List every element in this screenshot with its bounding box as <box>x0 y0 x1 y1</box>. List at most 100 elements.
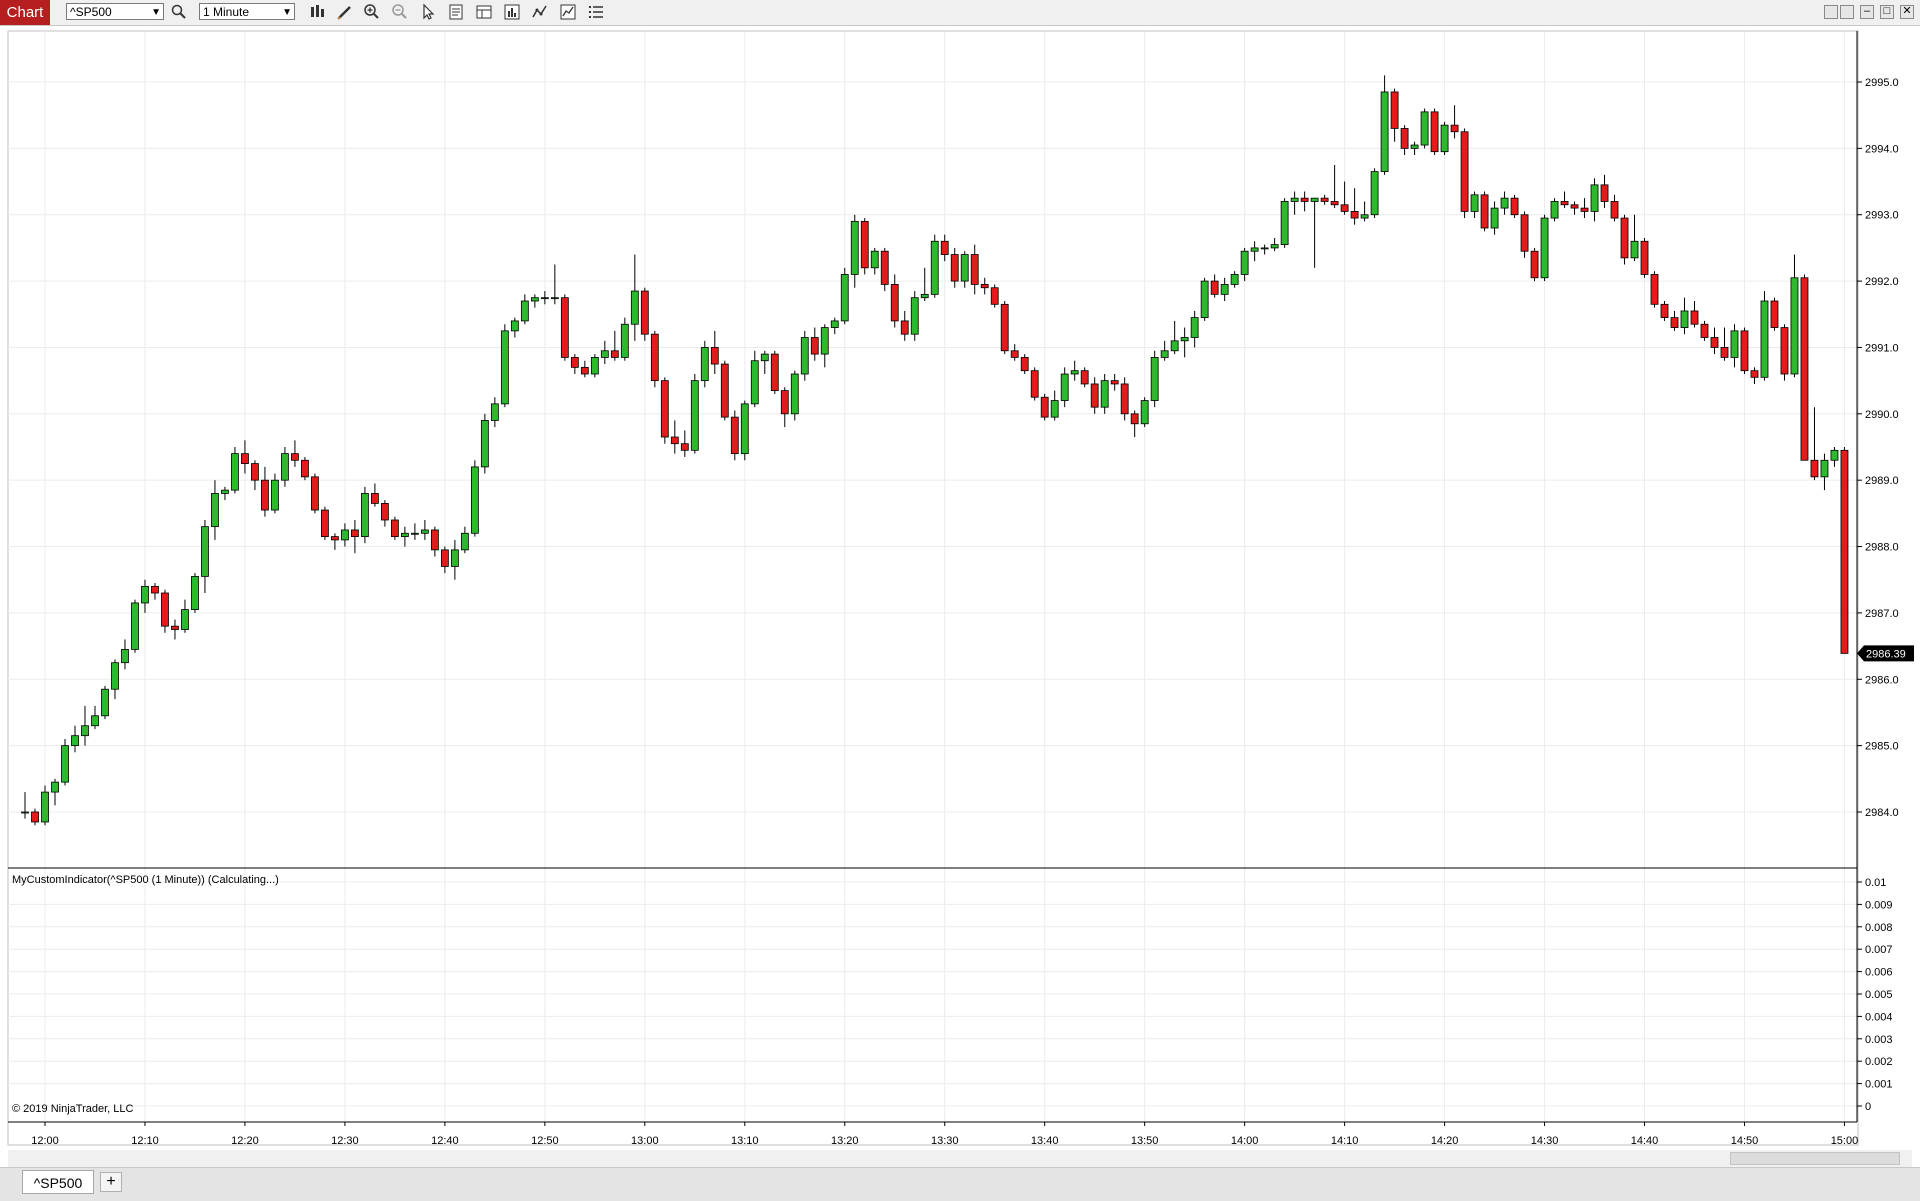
candle <box>830 317 839 335</box>
scroll-thumb[interactable] <box>1730 1152 1900 1165</box>
candle <box>1280 198 1289 248</box>
candle <box>1750 367 1759 384</box>
chart-window-tab[interactable]: Chart <box>0 0 50 25</box>
candle-body-up <box>1760 300 1769 378</box>
candle <box>500 324 509 408</box>
candle-body-up <box>1240 250 1249 275</box>
candle-body-down <box>1840 449 1849 654</box>
candle <box>930 234 939 298</box>
templates-icon[interactable] <box>502 2 522 22</box>
indicator-tick-label: 0.006 <box>1865 967 1893 979</box>
indicators-icon[interactable] <box>558 2 578 22</box>
time-tick-label: 12:30 <box>331 1135 359 1147</box>
candle <box>1020 354 1029 375</box>
candle <box>1160 340 1169 361</box>
strategies-icon[interactable] <box>530 2 550 22</box>
candle <box>910 291 919 341</box>
candle-body-up <box>420 529 429 534</box>
candle <box>1100 374 1109 414</box>
pointer-icon[interactable] <box>418 2 438 22</box>
restore-icon[interactable] <box>1824 5 1838 19</box>
list-icon[interactable] <box>586 2 606 22</box>
pencil-icon[interactable] <box>335 2 355 22</box>
candle <box>1350 188 1359 225</box>
candle <box>900 310 909 341</box>
candle <box>281 447 289 487</box>
candle <box>1500 191 1509 215</box>
candle <box>1680 297 1689 335</box>
instrument-selector[interactable]: ^SP500 ▼ <box>66 3 164 20</box>
price-axis[interactable]: 2984.0 2985.0 2986.0 2987.0 2988.0 2989.0 2990… <box>1857 77 1899 819</box>
candle-body-up <box>1380 91 1389 172</box>
candle-body-up <box>630 290 639 325</box>
candle <box>690 374 699 454</box>
indicator-axis[interactable]: 0.01 0.009 0.008 0.007 0.006 0.005 0.004 0.003 0… <box>1857 877 1893 1113</box>
chart-canvas[interactable]: 2984.0 2985.0 2986.0 2987.0 2988.0 2989.0 2990… <box>0 26 1920 1150</box>
maximize-icon[interactable]: □ <box>1880 5 1894 19</box>
close-icon[interactable]: ✕ <box>1900 5 1914 19</box>
candle-body-up <box>760 353 769 362</box>
candle <box>1340 181 1349 215</box>
candle-body-up <box>1540 217 1549 279</box>
tab-sp500[interactable]: ^SP500 <box>22 1170 94 1194</box>
candle <box>1520 211 1529 258</box>
properties-icon[interactable] <box>474 2 494 22</box>
candle-body-up <box>790 373 799 415</box>
horizontal-scrollbar[interactable] <box>8 1150 1912 1167</box>
candle-body-down <box>570 357 579 368</box>
candle-body-down <box>680 443 689 451</box>
candle <box>1780 324 1789 381</box>
candle <box>371 483 379 507</box>
price-tick-label: 2989.0 <box>1865 475 1899 487</box>
candle-body-up <box>131 602 139 650</box>
candle-body-down <box>880 250 889 285</box>
tile-icon[interactable] <box>1840 5 1854 19</box>
indicator-tick-label: 0.002 <box>1865 1056 1893 1068</box>
candle <box>201 520 209 594</box>
zoom-in-icon[interactable] <box>362 2 382 22</box>
candle-body-up <box>1830 449 1839 461</box>
candle-body-up <box>51 781 59 793</box>
candle-body-up <box>1370 171 1379 216</box>
candle <box>1440 121 1449 156</box>
candle-body-up <box>231 453 239 491</box>
bar-type-icon[interactable] <box>307 2 327 22</box>
candle <box>1010 344 1019 361</box>
candle <box>1150 350 1159 408</box>
minimize-icon[interactable]: – <box>1860 5 1874 19</box>
candle-body-down <box>1330 201 1339 206</box>
data-box-icon[interactable] <box>446 2 466 22</box>
candle-body-down <box>780 390 789 415</box>
candle <box>1480 191 1489 232</box>
candle-body-down <box>560 297 569 358</box>
candle-body-up <box>1150 357 1159 401</box>
last-price-box <box>1857 645 1914 662</box>
candle <box>211 480 219 540</box>
add-tab-button[interactable]: + <box>100 1172 122 1192</box>
zoom-out-icon[interactable] <box>390 2 410 22</box>
candle <box>131 599 139 653</box>
candle <box>620 317 629 361</box>
candle <box>1600 174 1609 209</box>
candle-body-up <box>1310 197 1319 202</box>
candle <box>221 486 229 501</box>
candle-body-down <box>1750 370 1759 378</box>
candle <box>1550 198 1559 222</box>
interval-selector[interactable]: 1 Minute ▼ <box>199 3 295 20</box>
candle <box>1170 320 1179 355</box>
time-axis[interactable]: 12:00 12:10 12:20 12:30 12:40 12:50 13:00 13:10… <box>31 1122 1858 1147</box>
candle <box>730 410 739 461</box>
candle <box>450 539 459 580</box>
candle <box>610 330 619 361</box>
candle-body-up <box>930 240 939 295</box>
candle-body-up <box>181 609 189 630</box>
candle-body-down <box>251 463 259 481</box>
candle-body-up <box>520 300 529 322</box>
candle-body-up <box>1060 373 1069 401</box>
search-icon[interactable] <box>169 2 189 22</box>
candle-body-up <box>1140 400 1149 425</box>
candle <box>1590 178 1599 222</box>
candle <box>940 234 949 262</box>
candle-body-up <box>1730 330 1739 358</box>
time-tick-label: 14:50 <box>1731 1135 1759 1147</box>
